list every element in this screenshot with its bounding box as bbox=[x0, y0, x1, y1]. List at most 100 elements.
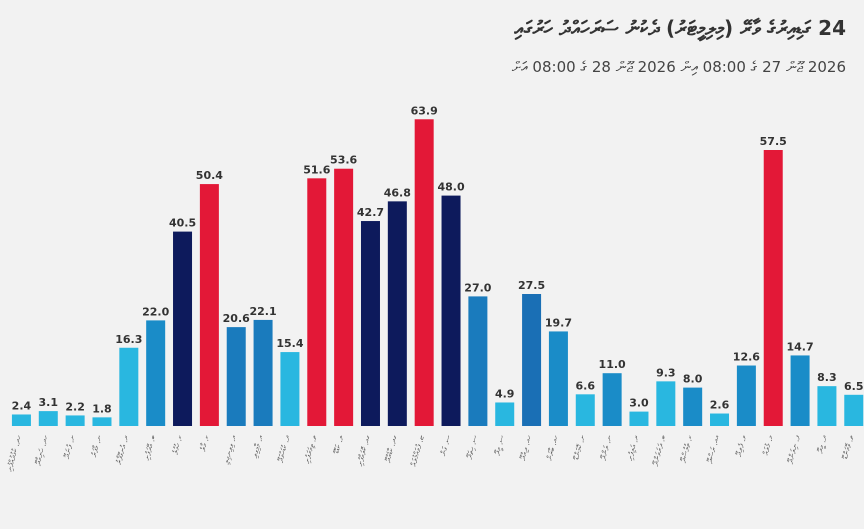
category-label: ތ. ވޭމަންޑޫ bbox=[840, 434, 855, 461]
bar bbox=[92, 417, 112, 426]
bar bbox=[334, 168, 354, 426]
bar bbox=[11, 414, 31, 426]
bar-value-label: 51.6 bbox=[303, 163, 330, 176]
category-label: ބ. ދަރަވަންދޫ bbox=[651, 434, 668, 467]
category-label: ކ. ތުލުސްދޫ bbox=[679, 434, 695, 464]
bar-value-label: 16.3 bbox=[115, 333, 142, 346]
category-label: ނ. މާފަރު bbox=[89, 434, 104, 458]
bar-value-label: 42.7 bbox=[357, 206, 384, 219]
category-label: އ. ވިލިނގިލި bbox=[222, 434, 238, 465]
category-label: އއ. ރަސްދޫ bbox=[705, 434, 721, 465]
bar-value-label: 11.0 bbox=[599, 358, 626, 371]
category-label: އ. މާމިގިލި bbox=[250, 434, 265, 459]
value-labels-group: 2.4 3.1 2.2 1.8 16.3 22.0 40.5 50.4 20.622.1 15.4… bbox=[12, 104, 864, 415]
bar-value-label: 27.0 bbox=[464, 281, 491, 294]
category-label: ބ. އޭދަފުށި bbox=[142, 434, 157, 461]
bar-value-label: 3.0 bbox=[629, 397, 649, 410]
category-label: ރ. އަލިފުށި bbox=[625, 434, 640, 462]
bar bbox=[199, 184, 219, 426]
category-label: ގދ. ކާޑެއްދޫ bbox=[383, 434, 399, 464]
category-label: ސ. ހިތަދޫ bbox=[465, 434, 480, 460]
bar-value-label: 3.1 bbox=[39, 396, 59, 409]
category-label: ތ. ތިމަރަފުށި bbox=[303, 434, 319, 464]
bar bbox=[414, 119, 434, 426]
bar bbox=[65, 415, 85, 426]
bar-value-label: 40.5 bbox=[169, 217, 196, 230]
category-label: ދ. މީދޫ bbox=[815, 434, 829, 454]
bars-group bbox=[11, 119, 864, 426]
category-label: މ. މުލައް bbox=[761, 434, 775, 456]
category-label: ހދ. ކުޅުދުއްފުށި bbox=[5, 434, 23, 472]
bar bbox=[575, 394, 595, 426]
category-label: ލ. ކަޑްޑޫ bbox=[332, 434, 346, 455]
bar-value-label: 6.6 bbox=[576, 379, 596, 392]
bar bbox=[360, 221, 380, 426]
chart-title: 24 ގަޑިއިރުގެ ވާރޭ (މިލިމީޓަރު) ދެކުނު ސ… bbox=[514, 16, 846, 40]
bar-value-label: 53.6 bbox=[330, 154, 357, 167]
bar bbox=[38, 411, 58, 426]
bar bbox=[280, 352, 300, 426]
bar bbox=[656, 381, 676, 426]
bar bbox=[468, 296, 488, 426]
bar bbox=[387, 201, 407, 426]
bar bbox=[307, 178, 327, 426]
bar-value-label: 22.0 bbox=[142, 305, 169, 318]
category-label: ށ. ފުނަދޫ bbox=[62, 434, 77, 460]
category-label: ހދ. ހަނިމާދޫ bbox=[33, 434, 50, 467]
bar bbox=[119, 347, 139, 426]
category-label: ހއ. ދިއްދޫ bbox=[518, 434, 533, 462]
bar bbox=[146, 320, 166, 426]
bar bbox=[844, 394, 864, 426]
category-label: ވ. ފެލިދޫ bbox=[734, 434, 748, 458]
bar-value-label: 50.4 bbox=[196, 169, 223, 182]
category-label: ކ. ހުޅުލެ bbox=[171, 434, 185, 456]
bar-value-label: 48.0 bbox=[437, 181, 464, 194]
category-labels-group: ހދ. ކުޅުދުއްފުށި ހދ. ހަނިމާދޫ ށ. ފުނަދޫ ނ. … bbox=[5, 434, 856, 473]
bar-value-label: 2.2 bbox=[65, 400, 85, 413]
bar-value-label: 8.3 bbox=[817, 371, 837, 384]
bar-value-label: 22.1 bbox=[249, 305, 276, 318]
bar-value-label: 1.8 bbox=[92, 402, 112, 415]
bar bbox=[441, 195, 461, 426]
category-label: ގއ. ކޮލަމާފުށި bbox=[356, 434, 373, 467]
category-label: ޏ. ފުވައްމުލައް bbox=[409, 434, 426, 468]
bar bbox=[602, 373, 622, 426]
bar-value-label: 4.9 bbox=[495, 387, 515, 400]
bar bbox=[548, 331, 568, 426]
bar bbox=[736, 365, 756, 426]
bar bbox=[817, 386, 837, 426]
bar bbox=[495, 402, 515, 426]
bar bbox=[226, 327, 246, 426]
bar bbox=[763, 150, 783, 426]
category-label: ރ. އުނގޫފާރު bbox=[114, 434, 131, 466]
category-label: ދ. ކުޑަހުވަދޫ bbox=[276, 434, 292, 464]
category-label: ށ. ކޮމަންޑޫ bbox=[572, 434, 587, 462]
bar-value-label: 14.7 bbox=[787, 340, 814, 353]
bar-value-label: 63.9 bbox=[411, 104, 438, 117]
bar-value-label: 27.5 bbox=[518, 279, 545, 292]
bar-value-label: 8.0 bbox=[683, 373, 703, 386]
category-label: ސ. މީދޫ bbox=[493, 434, 508, 456]
bar bbox=[710, 413, 730, 426]
bar-value-label: 2.4 bbox=[12, 399, 32, 412]
bar bbox=[790, 355, 810, 426]
bar-value-label: 12.6 bbox=[733, 351, 760, 364]
bar-value-label: 57.5 bbox=[760, 135, 787, 148]
bar-value-label: 15.4 bbox=[276, 337, 303, 350]
bar-value-label: 2.6 bbox=[710, 399, 730, 412]
category-label: ސ. ގަން bbox=[439, 434, 453, 457]
bar-value-label: 46.8 bbox=[384, 186, 411, 199]
bar-value-label: 6.5 bbox=[844, 380, 864, 393]
bar bbox=[173, 231, 193, 426]
bar bbox=[522, 294, 542, 426]
category-label: ކ. މާލެ bbox=[198, 434, 211, 453]
bar-value-label: 20.6 bbox=[223, 312, 250, 325]
bar bbox=[629, 411, 649, 426]
chart-subtitle: 2026 ޖޫން 27 ގެ 08:00 އިން 2026 ޖޫން 28 … bbox=[511, 58, 846, 76]
bar bbox=[253, 319, 273, 426]
category-label: ހއ. ބާރަށް bbox=[545, 434, 560, 462]
bar-value-label: 19.7 bbox=[545, 316, 572, 329]
bar-value-label: 9.3 bbox=[656, 366, 676, 379]
category-label: ފ. ނިލަންދޫ bbox=[786, 434, 802, 465]
